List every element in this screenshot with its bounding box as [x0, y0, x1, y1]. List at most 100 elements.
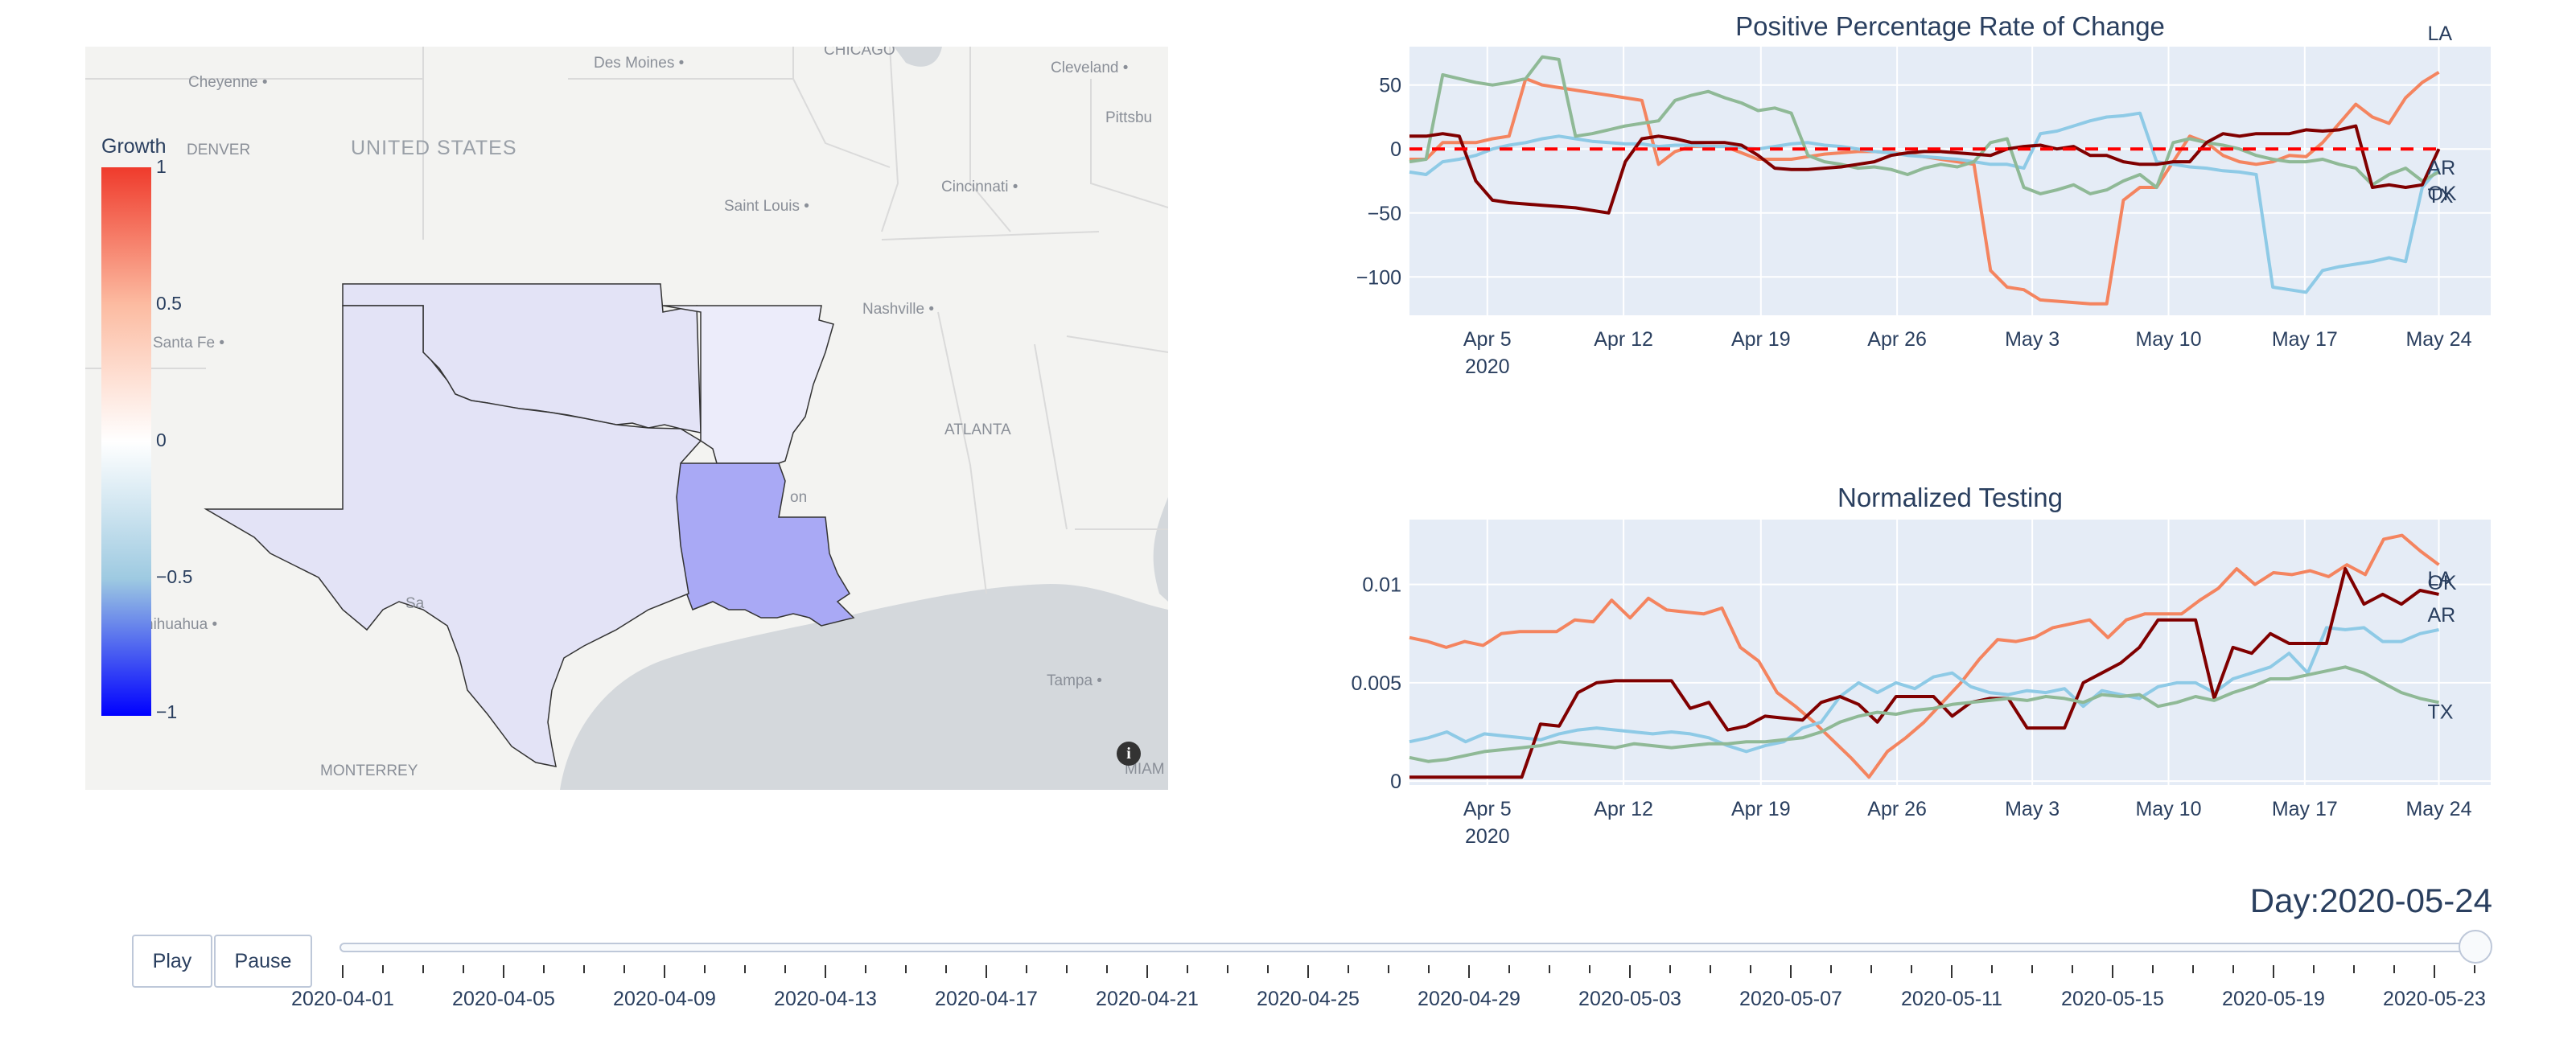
- y-tick-label: −50: [1368, 203, 1401, 225]
- chart-title-positive-rate: Positive Percentage Rate of Change: [1735, 11, 2165, 41]
- colorbar-tick: −0.5: [156, 566, 193, 587]
- x-tick-label: May 17: [2272, 328, 2338, 351]
- colorbar-title: Growth: [101, 135, 167, 158]
- state-arkansas[interactable]: [662, 305, 834, 464]
- map-place-label: Sa: [405, 595, 425, 612]
- x-tick-label: Apr 5: [1463, 328, 1512, 351]
- slider-date-label[interactable]: 2020-05-23: [2383, 988, 2486, 1010]
- map-place-label: Saint Louis •: [724, 198, 809, 215]
- map-place-label: hihuahua •: [145, 616, 217, 633]
- date-slider-track[interactable]: [339, 943, 2486, 952]
- x-tick-label: May 24: [2405, 798, 2471, 820]
- map-place-label: MONTERREY: [320, 762, 418, 779]
- info-icon[interactable]: i: [1117, 742, 1141, 766]
- current-day-label: Day:2020-05-24: [2250, 882, 2492, 920]
- slider-date-label[interactable]: 2020-04-01: [291, 988, 394, 1010]
- map-place-label: DENVER: [187, 142, 250, 158]
- slider-date-label[interactable]: 2020-04-25: [1257, 988, 1360, 1010]
- date-slider-handle[interactable]: [2459, 930, 2492, 964]
- series-end-label: AR: [2427, 604, 2455, 627]
- chart-title-normalized-testing: Normalized Testing: [1837, 483, 2064, 512]
- state-borders: [85, 47, 1168, 594]
- map-place-label: Nashville •: [862, 301, 934, 318]
- play-button[interactable]: Play: [132, 935, 212, 988]
- gulf-of-mexico: [560, 584, 1168, 790]
- slider-date-label[interactable]: 2020-04-29: [1418, 988, 1520, 1010]
- map-place-label: CHICAGO: [824, 47, 895, 59]
- lake-michigan: [894, 47, 942, 67]
- colorbar: [101, 167, 151, 716]
- y-tick-label: 0.01: [1362, 574, 1401, 597]
- map-place-label: UNITED STATES: [351, 137, 517, 159]
- series-end-label: AR: [2427, 157, 2455, 179]
- series-line-ok[interactable]: [1409, 567, 2439, 779]
- x-tick-label: May 10: [2135, 328, 2201, 351]
- y-tick-label: −100: [1356, 266, 1401, 289]
- x-tick-label: May 24: [2405, 328, 2471, 351]
- x-tick-label: Apr 26: [1867, 328, 1927, 351]
- colorbar-tick: 0.5: [156, 293, 182, 314]
- y-tick-label: 50: [1379, 75, 1401, 97]
- slider-date-label[interactable]: 2020-05-19: [2222, 988, 2325, 1010]
- series-line-ok[interactable]: [1409, 55, 2440, 195]
- slider-date-label[interactable]: 2020-05-11: [1901, 988, 2002, 1010]
- map-place-label: Tampa •: [1047, 672, 1102, 689]
- slider-date-label[interactable]: 2020-04-13: [774, 988, 877, 1010]
- map-place-label: ATLANTA: [944, 421, 1011, 438]
- x-tick-label: Apr 5: [1463, 798, 1512, 820]
- x-tick-label: May 3: [2005, 328, 2060, 351]
- choropleth-map[interactable]: Cheyenne • Des Moines • CHICAGO Cleveland •…: [85, 47, 1168, 790]
- x-tick-label: Apr 19: [1731, 798, 1791, 820]
- map-canvas[interactable]: [85, 47, 1168, 790]
- slider-date-label[interactable]: 2020-04-21: [1096, 988, 1199, 1010]
- x-tick-label: Apr 26: [1867, 798, 1927, 820]
- x-tick-sublabel: 2020: [1465, 825, 1510, 848]
- series-end-label: OK: [2427, 183, 2456, 205]
- series-end-label: TX: [2427, 701, 2453, 723]
- series-line-tx[interactable]: [1409, 665, 2439, 763]
- map-place-label: Santa Fe •: [153, 335, 224, 351]
- series-line-la[interactable]: [1409, 533, 2440, 779]
- map-place-label: Pittsbu: [1105, 109, 1152, 126]
- series-line-la[interactable]: [1409, 71, 2440, 306]
- series-line-ar[interactable]: [1409, 626, 2439, 754]
- series-line-tx[interactable]: [1409, 124, 2441, 215]
- slider-date-label[interactable]: 2020-04-17: [935, 988, 1038, 1010]
- map-place-label: Des Moines •: [594, 55, 684, 72]
- slider-date-label[interactable]: 2020-05-03: [1578, 988, 1681, 1010]
- x-tick-label: May 10: [2135, 798, 2201, 820]
- day-value: 2020-05-24: [2319, 882, 2492, 919]
- slider-date-label[interactable]: 2020-04-05: [452, 988, 555, 1010]
- colorbar-tick: 0: [156, 430, 167, 450]
- x-tick-label: Apr 12: [1594, 798, 1653, 820]
- series-line-ar[interactable]: [1409, 111, 2441, 294]
- map-place-label: Cincinnati •: [941, 179, 1018, 195]
- x-tick-sublabel: 2020: [1465, 356, 1510, 378]
- slider-date-label[interactable]: 2020-05-07: [1739, 988, 1842, 1010]
- plot-background: [1409, 47, 2491, 315]
- colorbar-tick: −1: [156, 701, 178, 722]
- slider-date-label[interactable]: 2020-05-15: [2061, 988, 2164, 1010]
- y-tick-label: 0.005: [1351, 672, 1401, 695]
- map-place-label: Cleveland •: [1051, 60, 1128, 76]
- state-louisiana[interactable]: [676, 462, 855, 627]
- x-tick-label: May 3: [2005, 798, 2060, 820]
- y-tick-label: 0: [1390, 138, 1401, 161]
- plot-background: [1409, 520, 2491, 785]
- pause-button[interactable]: Pause: [214, 935, 312, 988]
- map-place-label: Cheyenne •: [188, 74, 268, 91]
- y-tick-label: 0: [1390, 771, 1401, 793]
- x-tick-label: Apr 12: [1594, 328, 1653, 351]
- slider-date-label[interactable]: 2020-04-09: [613, 988, 716, 1010]
- map-place-label: on: [790, 489, 807, 506]
- atlantic-water: [1153, 497, 1168, 602]
- x-tick-label: Apr 19: [1731, 328, 1791, 351]
- x-tick-label: May 17: [2272, 798, 2338, 820]
- series-end-label: TX: [2427, 185, 2453, 208]
- state-texas[interactable]: [204, 305, 702, 767]
- series-end-label: OK: [2427, 572, 2456, 594]
- map-labels: Cheyenne • Des Moines • CHICAGO Cleveland •…: [145, 47, 1165, 779]
- day-prefix: Day:: [2249, 882, 2320, 919]
- series-end-label: LA: [2427, 568, 2452, 590]
- colorbar-tick: 1: [156, 156, 167, 177]
